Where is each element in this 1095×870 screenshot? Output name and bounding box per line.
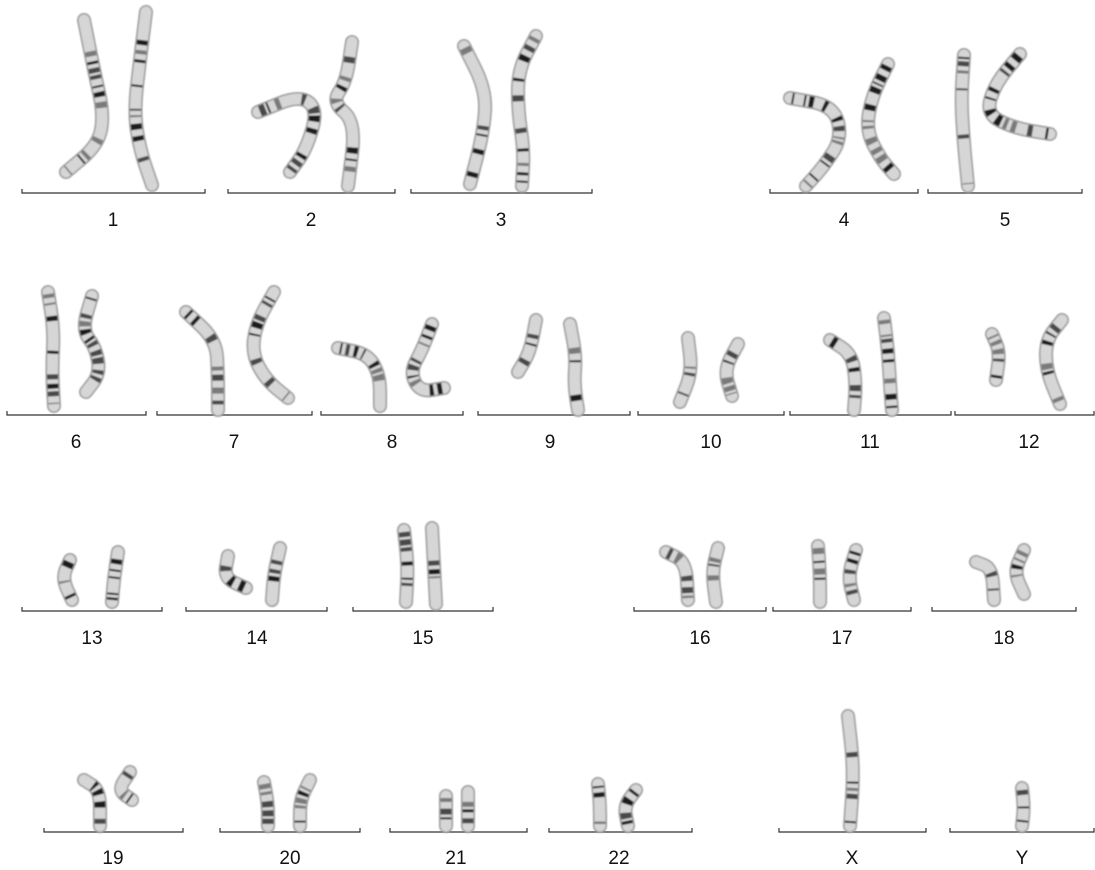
chromosome-label-18: 18 [993,628,1015,649]
chromosome-Y-a [1015,781,1031,833]
baseline-6 [6,411,147,416]
chromosome-18-b [1009,543,1031,601]
baseline-13 [21,607,163,612]
chromosome-1-a [59,13,110,179]
baseline-5 [927,189,1083,194]
baseline-19 [43,828,184,833]
chromosome-label-15: 15 [412,628,434,649]
chromosome-label-3: 3 [495,210,507,231]
chromosome-2-a [251,92,322,179]
baseline-2 [227,189,396,194]
chromosome-10-b [719,337,745,403]
chromosome-16-a [659,545,695,607]
chromosome-4-a [783,91,847,193]
chromosome-label-Y: Y [1015,848,1029,869]
baseline-9 [477,411,631,416]
baseline-3 [410,189,593,194]
chromosome-15-b [425,521,443,611]
chromosome-label-1: 1 [107,210,119,231]
baseline-21 [389,828,528,833]
baseline-12 [954,411,1095,416]
chromosome-label-4: 4 [838,210,850,231]
chromosome-label-9: 9 [544,432,556,453]
chromosome-label-7: 7 [228,432,240,453]
baseline-22 [548,828,693,833]
chromosome-8-b [405,317,451,398]
chromosome-11-a [823,333,863,417]
chromosome-12-b [1039,313,1069,411]
baseline-14 [185,607,328,612]
chromosome-18-a [969,555,1001,607]
baseline-4 [769,189,919,194]
chromosome-X-a [841,709,860,833]
baseline-7 [156,411,313,416]
chromosome-14-a [218,549,253,595]
chromosome-15-a [397,523,415,609]
baseline-17 [772,607,912,612]
baseline-15 [352,607,494,612]
baseline-16 [633,607,767,612]
chromosome-9-a [511,313,543,379]
chromosome-label-14: 14 [246,628,268,649]
chromosome-label-10: 10 [700,432,722,453]
chromosome-3-b [511,29,543,193]
baseline-1 [21,189,206,194]
baseline-18 [931,607,1077,612]
chromosome-19-b [114,765,139,807]
baseline-11 [789,411,952,416]
chromosome-13-b [105,545,125,609]
chromosome-label-13: 13 [81,628,103,649]
chromosome-10-a [673,331,698,409]
chromosome-5-a [954,48,975,193]
chromosome-22-a [591,777,607,833]
chromosome-20-b [293,773,317,833]
baseline-20 [219,828,361,833]
chromosome-label-21: 21 [445,848,467,869]
chromosome-label-X: X [845,848,859,869]
chromosome-label-19: 19 [102,848,124,869]
chromosome-label-17: 17 [831,628,853,649]
chromosome-6-b [77,289,106,399]
chromosome-20-a [257,775,275,833]
chromosome-1-b [128,5,159,192]
chromosome-11-b [877,311,899,417]
chromosome-label-11: 11 [860,432,880,453]
chromosome-2-b [329,35,360,193]
chromosome-pairs [41,5,1069,833]
chromosome-6-a [41,285,61,413]
chromosome-8-a [331,341,387,413]
chromosome-12-a [985,327,1006,387]
chromosome-13-a [57,553,79,607]
chromosome-7-a [179,305,225,417]
chromosome-label-2: 2 [305,210,317,231]
baseline-8 [320,411,464,416]
chromosome-label-16: 16 [689,628,711,649]
chromosome-17-b [842,543,863,607]
chromosome-label-12: 12 [1018,432,1040,453]
chromosome-5-b [982,47,1057,141]
chromosome-label-22: 22 [608,848,630,869]
chromosome-22-b [618,783,643,833]
chromosome-3-a [457,39,493,191]
baseline-10 [637,411,785,416]
chromosome-9-b [563,317,585,417]
chromosome-label-5: 5 [999,210,1011,231]
chromosome-17-a [811,539,827,609]
chromosome-7-b [246,285,295,405]
chromosome-label-8: 8 [386,432,398,453]
chromosome-16-b [706,541,725,609]
group-baselines [6,189,1095,833]
chromosome-4-b [861,57,901,181]
chromosome-label-20: 20 [279,848,301,869]
chromosome-19-a [77,773,107,833]
chromosome-label-6: 6 [70,432,82,453]
chromosome-14-b [265,541,287,607]
